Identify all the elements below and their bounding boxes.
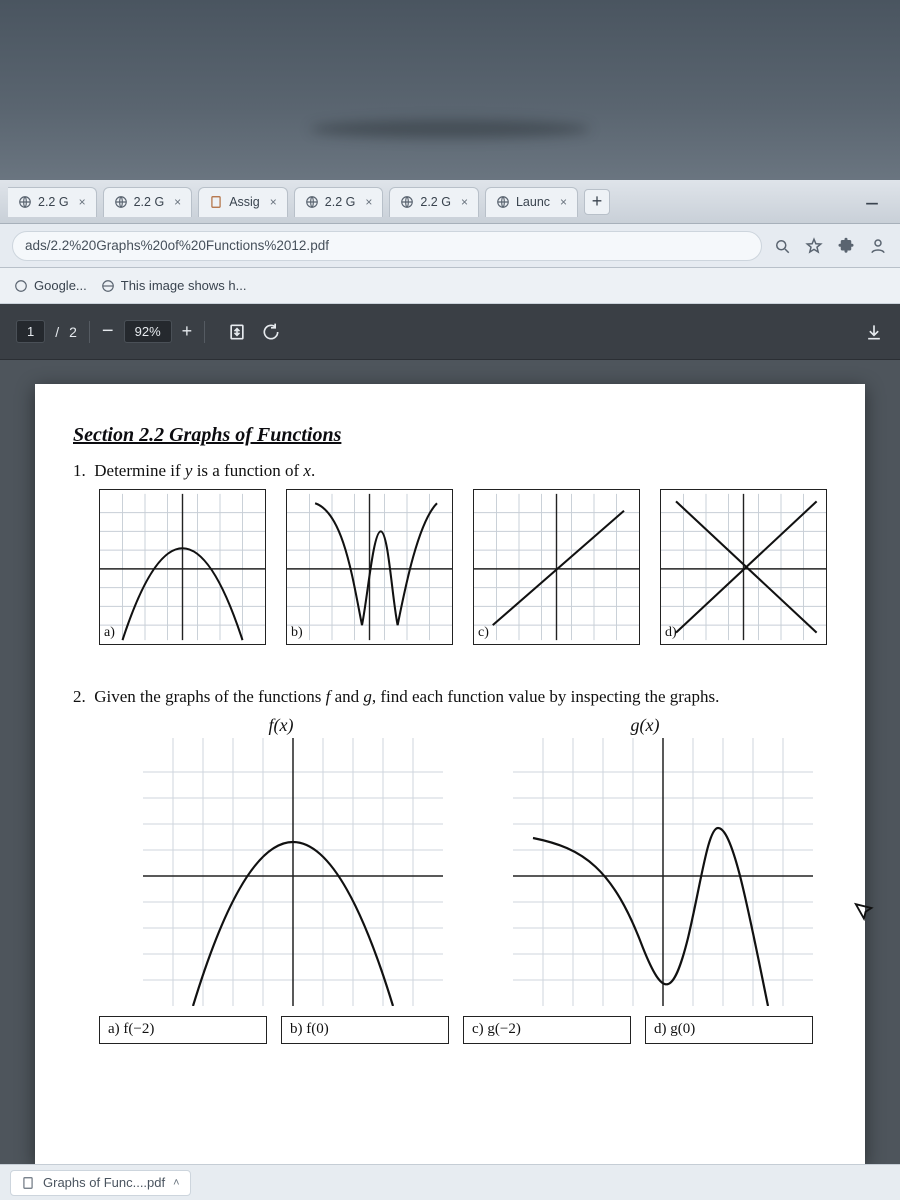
bookmarks-bar: Google... This image shows h... bbox=[0, 268, 900, 304]
q1-text-a: Determine if bbox=[94, 461, 185, 480]
graph-fx bbox=[143, 738, 443, 1006]
page-total: 2 bbox=[69, 324, 77, 340]
graph-b: b) bbox=[286, 489, 453, 645]
q2-graph-row bbox=[143, 738, 827, 1006]
q2-g: g bbox=[363, 687, 372, 706]
close-icon[interactable]: × bbox=[174, 195, 181, 209]
answer-d: d) g(0) bbox=[645, 1016, 813, 1044]
tab-0[interactable]: 2.2 G × bbox=[8, 187, 97, 217]
answer-b: b) f(0) bbox=[281, 1016, 449, 1044]
zoom-level[interactable]: 92% bbox=[124, 320, 172, 343]
globe-icon bbox=[14, 279, 28, 293]
close-icon[interactable]: × bbox=[365, 195, 372, 209]
question-2: 2. Given the graphs of the functions f a… bbox=[73, 687, 827, 707]
q1-x: x bbox=[303, 461, 311, 480]
toolbar-separator bbox=[89, 321, 90, 343]
q1-number: 1. bbox=[73, 461, 86, 480]
address-bar-row: ads/2.2%20Graphs%20of%20Functions%2012.p… bbox=[0, 224, 900, 268]
q1-graph-row: a) b) bbox=[99, 489, 827, 645]
globe-icon bbox=[101, 279, 115, 293]
page-current-input[interactable]: 1 bbox=[16, 320, 45, 343]
profile-icon[interactable] bbox=[868, 236, 888, 256]
address-actions bbox=[772, 236, 888, 256]
rotate-icon[interactable] bbox=[261, 322, 281, 342]
answer-c: c) g(−2) bbox=[463, 1016, 631, 1044]
plus-icon: + bbox=[592, 191, 603, 212]
q1-text-b: is a function of bbox=[192, 461, 303, 480]
window-minimize-button[interactable] bbox=[852, 187, 892, 217]
bookmark-item-image[interactable]: This image shows h... bbox=[101, 278, 247, 293]
graph-gx bbox=[513, 738, 813, 1006]
close-icon[interactable]: × bbox=[79, 195, 86, 209]
zoom-out-button[interactable]: − bbox=[102, 320, 114, 343]
pdf-view-controls bbox=[227, 322, 281, 342]
graph-d-label: d) bbox=[665, 625, 677, 641]
extensions-icon[interactable] bbox=[836, 236, 856, 256]
fn-labels-row: f(x) g(x) bbox=[99, 715, 827, 736]
tab-5[interactable]: Launc × bbox=[485, 187, 578, 217]
section-title: Section 2.2 Graphs of Functions bbox=[73, 424, 827, 447]
q2-number: 2. bbox=[73, 687, 86, 706]
download-chip[interactable]: Graphs of Func....pdf ˄ bbox=[10, 1170, 191, 1196]
pdf-toolbar: 1 / 2 − 92% + bbox=[0, 304, 900, 360]
tab-1[interactable]: 2.2 G × bbox=[103, 187, 193, 217]
zoom-in-button[interactable]: + bbox=[182, 321, 193, 342]
close-icon[interactable]: × bbox=[560, 195, 567, 209]
address-input[interactable]: ads/2.2%20Graphs%20of%20Functions%2012.p… bbox=[12, 231, 762, 261]
gx-label: g(x) bbox=[463, 715, 827, 736]
answer-a: a) f(−2) bbox=[99, 1016, 267, 1044]
tab-label: Launc bbox=[516, 195, 550, 209]
monitor-bezel-area bbox=[0, 0, 900, 180]
pdf-viewport[interactable]: Section 2.2 Graphs of Functions 1. Deter… bbox=[0, 360, 900, 1164]
globe-icon bbox=[496, 195, 510, 209]
address-text: ads/2.2%20Graphs%20of%20Functions%2012.p… bbox=[25, 238, 329, 253]
tab-label: 2.2 G bbox=[38, 195, 69, 209]
fit-page-icon[interactable] bbox=[227, 322, 247, 342]
q2-text-c: , find each function value by inspecting… bbox=[372, 687, 719, 706]
graph-b-label: b) bbox=[291, 625, 303, 641]
zoom-controls: − 92% + bbox=[102, 320, 192, 343]
q1-text-c: . bbox=[311, 461, 315, 480]
tab-4[interactable]: 2.2 G × bbox=[389, 187, 479, 217]
browser-tabstrip: 2.2 G × 2.2 G × Assig × 2.2 G × 2.2 G × … bbox=[0, 180, 900, 224]
tab-label: 2.2 G bbox=[420, 195, 451, 209]
bookmark-item-google[interactable]: Google... bbox=[14, 278, 87, 293]
bookmark-label: Google... bbox=[34, 278, 87, 293]
star-icon[interactable] bbox=[804, 236, 824, 256]
graph-a-label: a) bbox=[104, 625, 115, 641]
chevron-up-icon[interactable]: ˄ bbox=[173, 1177, 179, 1189]
tab-3[interactable]: 2.2 G × bbox=[294, 187, 384, 217]
page-sep: / bbox=[55, 324, 59, 340]
pdf-page: Section 2.2 Graphs of Functions 1. Deter… bbox=[35, 384, 865, 1164]
q2-text-a: Given the graphs of the functions bbox=[94, 687, 325, 706]
graph-c: c) bbox=[473, 489, 640, 645]
zoom-icon[interactable] bbox=[772, 236, 792, 256]
doc-icon bbox=[209, 195, 223, 209]
tab-label: 2.2 G bbox=[134, 195, 165, 209]
globe-icon bbox=[400, 195, 414, 209]
download-shelf: Graphs of Func....pdf ˄ bbox=[0, 1164, 900, 1200]
bookmark-label: This image shows h... bbox=[121, 278, 247, 293]
globe-icon bbox=[18, 195, 32, 209]
tab-label: Assig bbox=[229, 195, 260, 209]
q2-text-b: and bbox=[330, 687, 363, 706]
page-indicator: 1 / 2 bbox=[16, 320, 77, 343]
fx-label: f(x) bbox=[99, 715, 463, 736]
close-icon[interactable]: × bbox=[270, 195, 277, 209]
new-tab-button[interactable]: + bbox=[584, 189, 610, 215]
globe-icon bbox=[114, 195, 128, 209]
tab-2[interactable]: Assig × bbox=[198, 187, 288, 217]
question-1: 1. Determine if y is a function of x. bbox=[73, 461, 827, 481]
toolbar-separator bbox=[204, 321, 205, 343]
graph-a: a) bbox=[99, 489, 266, 645]
graph-c-label: c) bbox=[478, 625, 489, 641]
cursor-icon bbox=[852, 898, 879, 929]
answer-row: a) f(−2) b) f(0) c) g(−2) d) g(0) bbox=[99, 1016, 827, 1044]
download-filename: Graphs of Func....pdf bbox=[43, 1175, 165, 1190]
globe-icon bbox=[305, 195, 319, 209]
download-icon[interactable] bbox=[864, 322, 884, 342]
tab-label: 2.2 G bbox=[325, 195, 356, 209]
close-icon[interactable]: × bbox=[461, 195, 468, 209]
graph-d: d) bbox=[660, 489, 827, 645]
